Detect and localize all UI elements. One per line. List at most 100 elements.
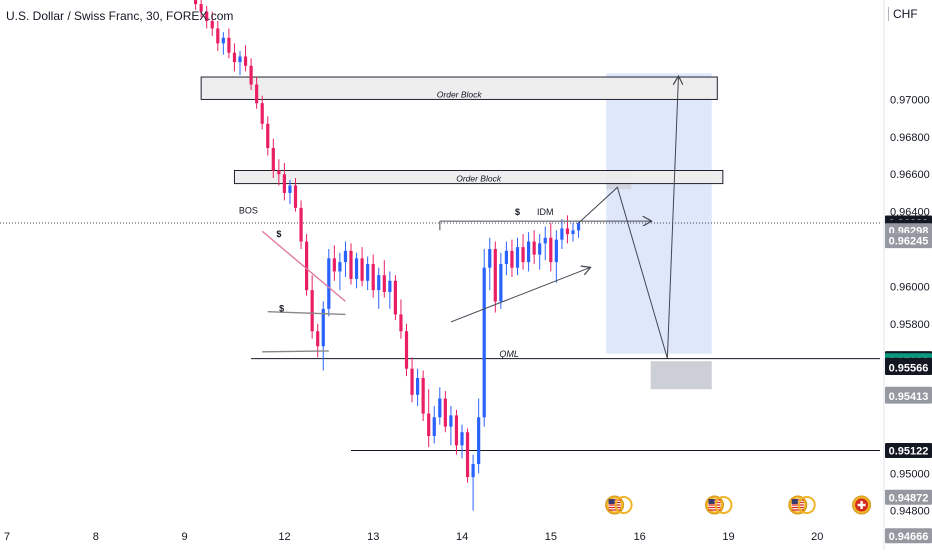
candle-body xyxy=(293,185,298,208)
candle-body xyxy=(421,378,425,414)
order-block-zone xyxy=(233,169,724,185)
candle-body xyxy=(549,237,553,263)
candle-body xyxy=(438,398,442,418)
chart-title: U.S. Dollar / Swiss Franc, 30, FOREX.com xyxy=(6,9,234,23)
us-flag-canton xyxy=(708,499,715,504)
y-tick-label: 0.95800 xyxy=(890,319,930,331)
candle-body xyxy=(205,11,209,21)
candle-body xyxy=(316,331,320,347)
candle-body xyxy=(216,28,220,44)
price-tag-box xyxy=(885,443,932,459)
candle-body xyxy=(271,148,275,171)
sketch-line xyxy=(267,310,346,316)
candle-body xyxy=(504,250,508,264)
candle-body xyxy=(310,290,314,332)
candle-body xyxy=(393,280,397,315)
candle-body xyxy=(538,243,542,255)
candle-body xyxy=(443,398,447,427)
flag-stack-ring xyxy=(614,496,633,514)
us-flag-canton xyxy=(608,499,615,504)
candle-body xyxy=(349,250,353,279)
candle-body xyxy=(343,250,348,263)
candle-body xyxy=(332,258,336,272)
candle-body xyxy=(499,263,503,302)
price-tag: 0.95413 xyxy=(885,388,932,404)
candle-body xyxy=(249,65,253,85)
candle-body xyxy=(427,413,431,436)
candle-body xyxy=(510,250,514,268)
sketch-line xyxy=(262,350,329,353)
candle-body xyxy=(288,185,292,193)
candle-body xyxy=(377,275,381,291)
candle-body xyxy=(243,56,248,66)
x-tick-label: 16 xyxy=(634,531,646,543)
candle-body xyxy=(327,258,331,309)
candle-body xyxy=(266,123,270,149)
candle-body xyxy=(221,37,225,44)
candle-body xyxy=(565,228,570,235)
y-tick-label: 0.95000 xyxy=(890,468,930,480)
us-flag-icon xyxy=(605,495,633,515)
projection-panel xyxy=(606,73,712,354)
x-tick-label: 8 xyxy=(93,531,99,543)
price-tag-label: 0.96245 xyxy=(889,236,929,248)
price-tag-label: 0.95122 xyxy=(889,446,929,458)
candle-body xyxy=(460,432,464,446)
candle-body xyxy=(416,378,420,395)
candle-body xyxy=(232,52,237,63)
us-flag-icon xyxy=(705,495,733,515)
candle-body xyxy=(477,417,481,465)
price-tag: 0.96245 xyxy=(885,233,932,249)
x-tick-label: 13 xyxy=(367,531,379,543)
x-tick-label: 20 xyxy=(811,531,823,543)
x-tick-label: 15 xyxy=(545,531,557,543)
candle-body xyxy=(432,417,436,436)
candle-body xyxy=(410,368,414,395)
candle-body xyxy=(449,415,453,427)
candle-body xyxy=(388,280,392,293)
x-tick-label: 14 xyxy=(456,531,468,543)
y-tick-label: 0.96600 xyxy=(890,169,930,181)
price-tag: 0.94872 xyxy=(885,489,932,505)
price-tag-label: 0.95566 xyxy=(889,363,929,375)
candle-body xyxy=(338,262,342,272)
y-tick-label: 0.96800 xyxy=(890,132,930,144)
candle-body xyxy=(404,331,409,369)
candle-body xyxy=(210,20,214,29)
us-flag-icon xyxy=(788,495,816,515)
target-box xyxy=(650,361,712,390)
candle-body xyxy=(532,241,536,255)
x-tick-label: 12 xyxy=(278,531,290,543)
price-tag-label: 0.94666 xyxy=(889,531,929,543)
currency-label[interactable]: CHF xyxy=(888,7,918,21)
arrow-line xyxy=(450,268,590,323)
candle-body xyxy=(354,258,359,279)
candle-body xyxy=(305,241,309,291)
candle-body xyxy=(260,103,264,124)
projection-path xyxy=(578,77,679,359)
annotation-label: QML xyxy=(499,349,519,359)
flag-stack-ring xyxy=(714,496,733,514)
candle-body xyxy=(360,258,364,281)
price-tag: 0.94666 xyxy=(885,528,932,544)
x-tick-label: 7 xyxy=(4,531,10,543)
candle-body xyxy=(527,241,531,263)
candle-body xyxy=(227,37,231,53)
candle-body xyxy=(321,308,325,347)
candle-body xyxy=(282,174,286,193)
candle-body xyxy=(382,275,386,293)
price-tag-label: 0.95413 xyxy=(889,391,929,403)
candle-body xyxy=(366,263,370,281)
candle-body xyxy=(199,4,203,12)
price-tag-label: 0.94872 xyxy=(889,492,929,504)
candle-body xyxy=(371,263,375,291)
order-block-label: Order Block xyxy=(456,174,502,184)
sketch-line xyxy=(261,230,346,302)
swiss-flag-icon xyxy=(852,495,872,515)
us-flag-canton xyxy=(791,499,798,504)
price-tag-box xyxy=(885,360,932,376)
candle-body xyxy=(488,249,492,268)
candle-body xyxy=(554,239,558,263)
